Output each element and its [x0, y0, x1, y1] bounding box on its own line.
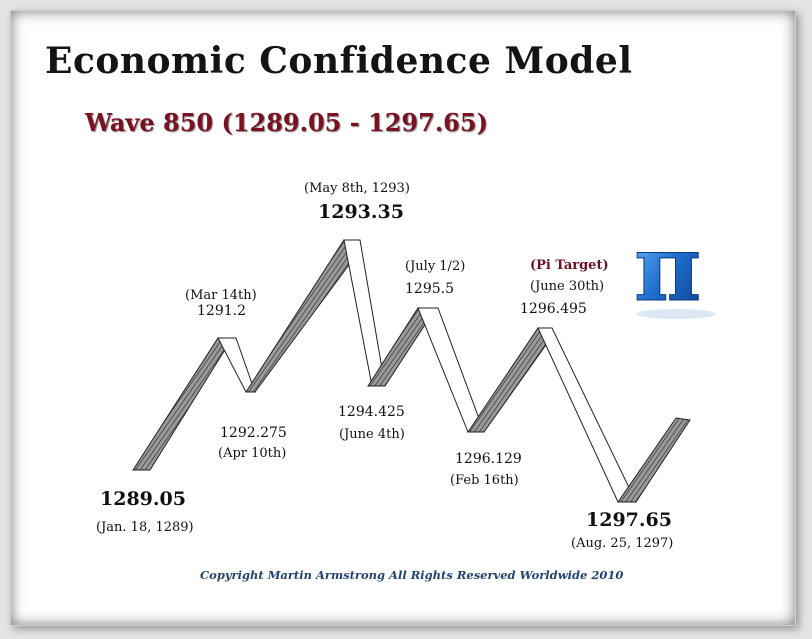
diagram-title: Economic Confidence Model: [45, 40, 633, 82]
label-low1-date: (Apr 10th): [218, 446, 286, 461]
wave-up-1: [132, 337, 227, 471]
wave-up-2: [245, 239, 355, 393]
label-peak2-value: 1293.35: [318, 201, 404, 223]
wave-up-5: [617, 417, 691, 503]
label-peak3-date: (July 1/2): [405, 259, 465, 274]
wave-down-1: [217, 337, 256, 393]
wave-down-2: [343, 239, 386, 387]
wave-up-4: [467, 327, 549, 433]
label-peak1-date: (Mar 14th): [185, 288, 257, 303]
label-end-date: (Aug. 25, 1297): [571, 536, 673, 551]
wave-down-3: [417, 307, 485, 433]
pi-glyph: π: [634, 214, 701, 322]
label-peak3-value: 1295.5: [405, 281, 454, 297]
label-start-date: (Jan. 18, 1289): [96, 520, 194, 535]
label-peak4-tag: (Pi Target): [530, 258, 609, 273]
label-low2-date: (June 4th): [339, 427, 405, 442]
label-low2-value: 1294.425: [338, 404, 405, 420]
label-start-value: 1289.05: [100, 488, 186, 510]
label-low1-value: 1292.275: [220, 425, 287, 441]
label-low3-value: 1296.129: [455, 451, 522, 467]
wave-ribbon: [132, 239, 691, 503]
wave-down-4: [537, 327, 637, 503]
label-peak2-date: (May 8th, 1293): [304, 181, 410, 196]
label-low3-date: (Feb 16th): [450, 473, 519, 488]
label-end-value: 1297.65: [586, 509, 672, 531]
diagram-subtitle: Wave 850 (1289.05 - 1297.65): [85, 108, 488, 137]
point-labels: 1289.05 (Jan. 18, 1289) (Mar 14th) 1291.…: [96, 181, 673, 551]
label-peak1-value: 1291.2: [197, 303, 246, 319]
pi-icon: π: [634, 214, 716, 323]
label-peak4-value: 1296.495: [520, 301, 587, 317]
copyright-notice: Copyright Martin Armstrong All Rights Re…: [200, 568, 624, 582]
label-peak4-date: (June 30th): [530, 279, 604, 294]
